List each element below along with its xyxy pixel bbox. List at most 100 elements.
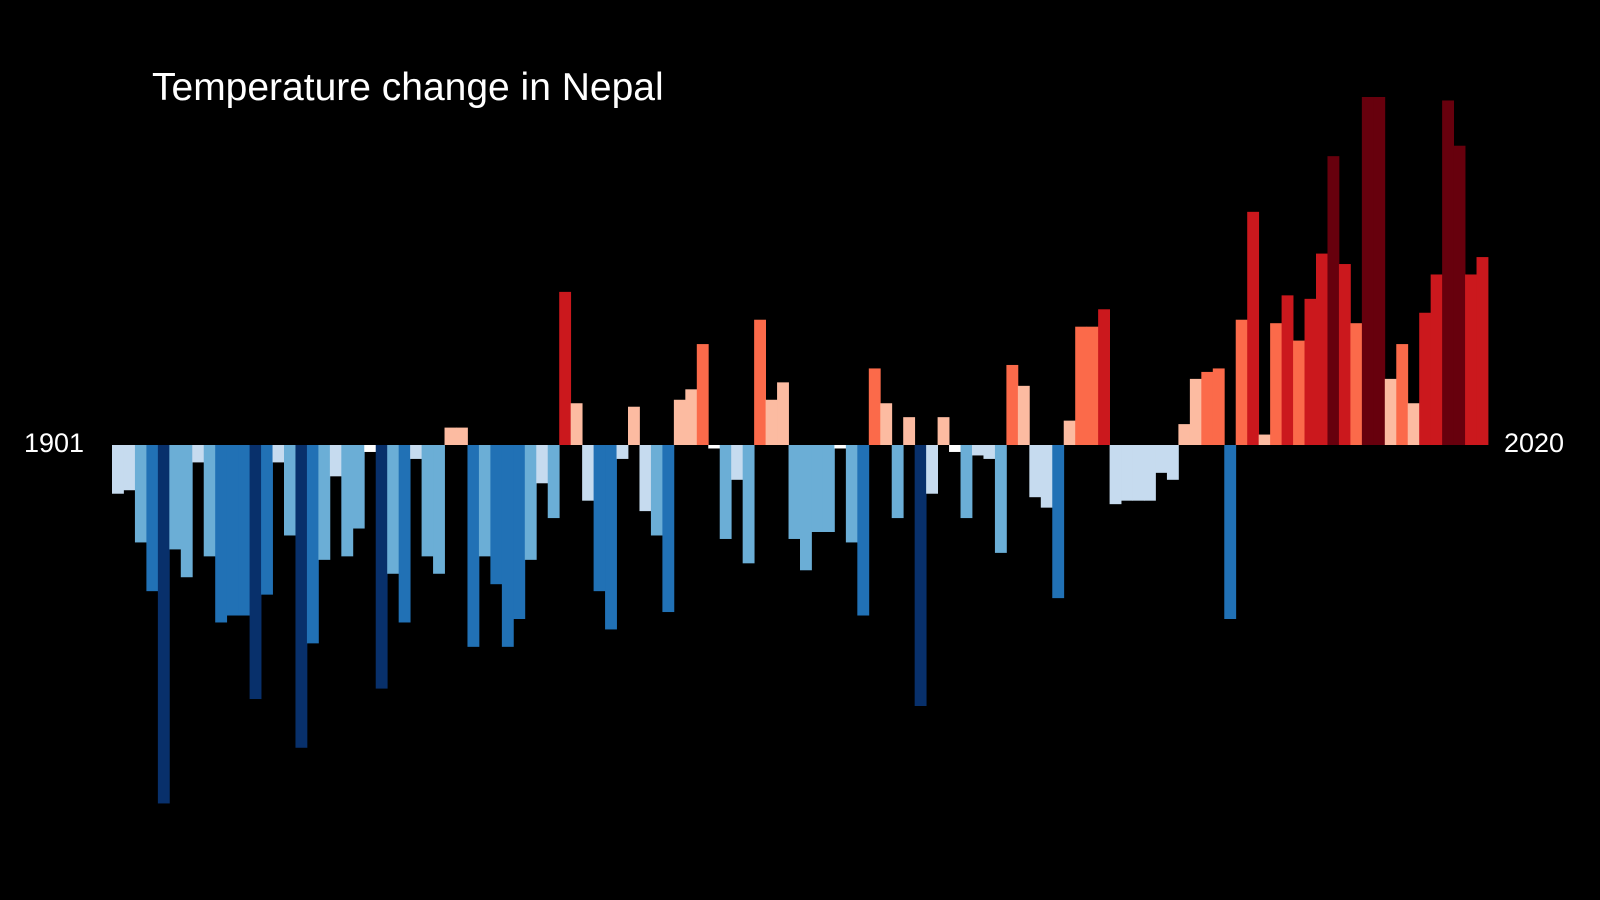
bar-year-1935 xyxy=(501,445,514,647)
bar-year-1953 xyxy=(708,445,721,449)
bar-year-2014 xyxy=(1407,403,1420,445)
bar-year-1915 xyxy=(272,445,285,463)
bar-year-1948 xyxy=(650,445,663,536)
bars-group xyxy=(112,97,1489,804)
bar-year-1965 xyxy=(845,445,858,543)
bar-year-1920 xyxy=(329,445,342,477)
bar-year-1982 xyxy=(1040,445,1053,508)
bar-year-1942 xyxy=(582,445,594,501)
bar-year-2007 xyxy=(1327,156,1340,445)
bar-year-2000 xyxy=(1247,211,1260,445)
bar-year-1977 xyxy=(983,445,996,459)
bar-year-1934 xyxy=(490,445,503,585)
bar-year-1970 xyxy=(903,417,916,445)
bar-year-1984 xyxy=(1063,420,1076,445)
bar-year-1973 xyxy=(937,417,950,445)
bar-year-1905 xyxy=(157,445,170,804)
bar-year-1985 xyxy=(1075,326,1088,445)
bar-year-1996 xyxy=(1201,371,1214,445)
bar-year-1910 xyxy=(215,445,228,623)
bar-year-2012 xyxy=(1384,378,1397,445)
bar-year-1968 xyxy=(880,403,893,445)
bar-year-1908 xyxy=(192,445,205,463)
bar-year-1983 xyxy=(1052,445,1065,599)
bar-year-1957 xyxy=(754,319,766,445)
bar-year-1906 xyxy=(169,445,182,550)
bar-year-2002 xyxy=(1270,323,1282,445)
bar-year-1918 xyxy=(306,445,319,644)
bar-year-1924 xyxy=(375,445,388,689)
bar-year-1941 xyxy=(570,403,583,445)
bar-year-1936 xyxy=(513,445,526,619)
bar-year-2020 xyxy=(1476,257,1489,445)
bar-year-2005 xyxy=(1304,298,1317,445)
bar-year-1933 xyxy=(478,445,491,557)
bar-year-1916 xyxy=(284,445,296,536)
bar-year-1999 xyxy=(1235,319,1248,445)
bar-year-1925 xyxy=(387,445,400,574)
bar-year-2009 xyxy=(1350,323,1363,445)
bar-year-1939 xyxy=(547,445,560,519)
bar-year-1949 xyxy=(662,445,675,613)
bar-year-1997 xyxy=(1212,368,1225,445)
bar-year-1913 xyxy=(249,445,262,700)
bar-year-1907 xyxy=(180,445,193,578)
bar-year-2001 xyxy=(1258,434,1271,445)
bar-year-2017 xyxy=(1442,100,1454,445)
bar-year-1944 xyxy=(605,445,617,630)
bar-year-1986 xyxy=(1086,326,1099,445)
bar-year-1904 xyxy=(146,445,159,592)
bar-year-1940 xyxy=(559,291,572,445)
bar-year-1943 xyxy=(593,445,606,592)
bar-year-1950 xyxy=(673,399,686,445)
bar-year-1946 xyxy=(628,406,640,445)
bar-year-1912 xyxy=(238,445,250,616)
bar-year-1979 xyxy=(1006,364,1019,445)
bar-year-1921 xyxy=(341,445,354,557)
bar-year-2018 xyxy=(1453,145,1466,445)
bar-year-1975 xyxy=(960,445,973,519)
bar-year-1978 xyxy=(994,445,1007,553)
bar-year-2008 xyxy=(1338,264,1351,445)
bar-year-1998 xyxy=(1224,445,1237,619)
bar-year-2006 xyxy=(1316,253,1328,445)
bar-year-1981 xyxy=(1029,445,1042,498)
bar-year-1976 xyxy=(972,445,984,456)
bar-year-1926 xyxy=(398,445,411,623)
bar-year-2019 xyxy=(1465,274,1477,445)
bar-year-1992 xyxy=(1155,445,1168,473)
bar-year-1980 xyxy=(1017,385,1030,445)
bar-year-1990 xyxy=(1132,445,1145,501)
bar-year-1947 xyxy=(639,445,652,512)
bar-year-1991 xyxy=(1144,445,1156,501)
chart-title: Temperature change in Nepal xyxy=(152,66,664,109)
bar-year-1932 xyxy=(467,445,480,647)
bar-year-1962 xyxy=(811,445,824,532)
bar-year-1927 xyxy=(410,445,422,459)
bar-year-1909 xyxy=(203,445,216,557)
bar-year-1914 xyxy=(261,445,273,595)
bar-year-2010 xyxy=(1361,97,1374,445)
bar-year-1972 xyxy=(926,445,938,494)
bar-year-1956 xyxy=(742,445,755,564)
bar-year-1967 xyxy=(868,368,881,445)
bar-year-1902 xyxy=(123,445,136,491)
bar-year-1919 xyxy=(318,445,331,560)
bar-year-1951 xyxy=(685,389,698,445)
bar-year-1959 xyxy=(777,382,789,445)
bar-year-1958 xyxy=(765,399,778,445)
bar-year-1969 xyxy=(891,445,904,519)
bar-year-2015 xyxy=(1419,312,1432,445)
end-year-label: 2020 xyxy=(1504,428,1565,458)
bar-year-1960 xyxy=(788,445,801,539)
bar-year-1954 xyxy=(719,445,732,539)
bar-year-1964 xyxy=(834,445,847,449)
bar-year-1901 xyxy=(112,445,124,494)
bar-year-1903 xyxy=(134,445,147,543)
bar-year-2003 xyxy=(1281,295,1294,445)
bar-year-1923 xyxy=(364,445,377,452)
bar-year-1929 xyxy=(433,445,445,574)
bar-year-1994 xyxy=(1178,424,1191,445)
bar-year-1995 xyxy=(1189,378,1202,445)
